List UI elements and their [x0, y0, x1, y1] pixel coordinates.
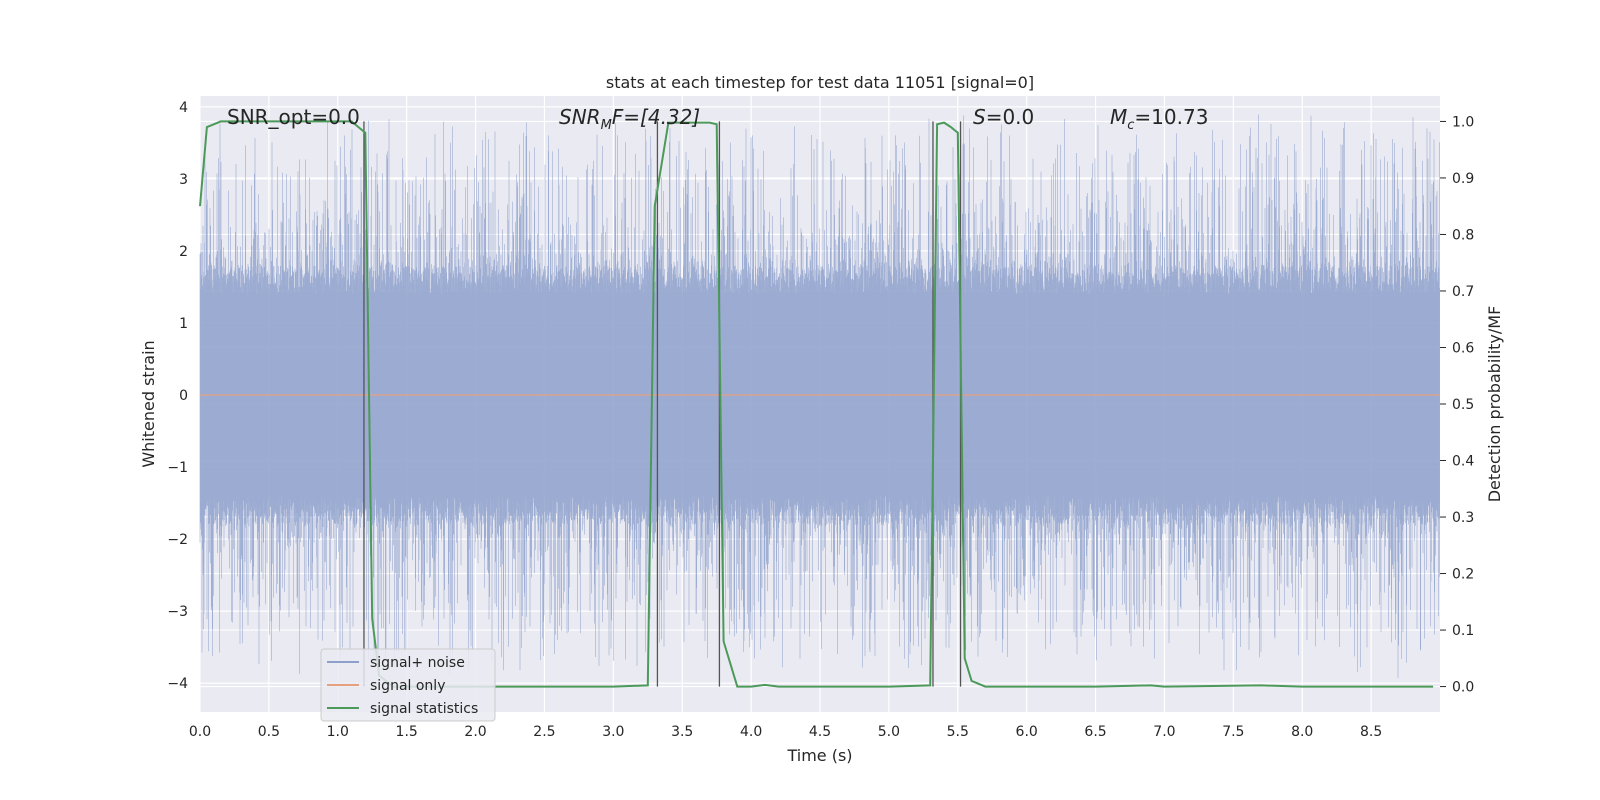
annotation-mc-base: M	[1110, 105, 1127, 129]
y2-axis-ticks: 1.0 0.9 0.8 0.7 0.6 0.5 0.4 0.3 0.2 0.1 0.0	[1440, 114, 1474, 696]
x-tick-label: 2.5	[533, 724, 555, 740]
annotation-snr-opt: SNR_opt=0.0	[227, 105, 360, 129]
y-tick-label: 1	[179, 316, 188, 332]
x-tick-label: 2.0	[464, 724, 486, 740]
noise-trace	[199, 114, 1440, 678]
y2-tick-label: 0.7	[1452, 284, 1474, 300]
y2-tick-label: 0.1	[1452, 623, 1474, 639]
x-tick-label: 6.5	[1084, 724, 1106, 740]
y2-tick-label: 1.0	[1452, 114, 1474, 130]
annotation-snr-mf-sub: M	[601, 118, 612, 133]
y-tick-label: 2	[179, 244, 188, 260]
noise-series	[199, 114, 1440, 678]
y-tick-label: −1	[167, 460, 188, 476]
x-tick-label: 3.5	[671, 724, 693, 740]
x-axis-label: Time (s)	[786, 746, 852, 765]
y2-tick-label: 0.9	[1452, 171, 1474, 187]
y2-tick-label: 0.8	[1452, 227, 1474, 243]
y2-tick-label: 0.4	[1452, 454, 1474, 470]
y-tick-label: −2	[167, 532, 188, 548]
y2-tick-label: 0.2	[1452, 567, 1474, 583]
annotation-s-rest: =0.0	[986, 105, 1035, 129]
legend-box	[320, 648, 496, 722]
y-tick-label: −3	[167, 604, 188, 620]
annotation-snr-mf-base: SNR	[559, 105, 601, 129]
x-tick-label: 4.0	[740, 724, 762, 740]
x-tick-label: 1.5	[396, 724, 418, 740]
legend-label-noise: signal+ noise	[370, 655, 465, 671]
annotation-snr-mf: SNRMF=[4.32]	[559, 105, 700, 133]
y2-tick-label: 0.0	[1452, 680, 1474, 696]
chart-title: stats at each timestep for test data 110…	[606, 73, 1034, 92]
y2-tick-label: 0.3	[1452, 510, 1474, 526]
x-tick-label: 0.0	[189, 724, 211, 740]
legend-label-signal: signal only	[370, 678, 445, 694]
x-tick-label: 4.5	[809, 724, 831, 740]
x-tick-label: 3.0	[602, 724, 624, 740]
annotation-s-italic: S	[973, 105, 986, 129]
x-tick-label: 5.0	[878, 724, 900, 740]
annotation-mc-sub: c	[1127, 118, 1134, 133]
y-tick-label: 4	[179, 100, 188, 116]
x-tick-label: 6.0	[1016, 724, 1038, 740]
y-tick-label: 3	[179, 172, 188, 188]
y2-axis-label: Detection probability/MF	[1485, 306, 1504, 503]
x-axis-ticks: 0.0 0.5 1.0 1.5 2.0 2.5 3.0 3.5 4.0 4.5 5.0 5.5 6.0 6…	[189, 724, 1382, 740]
x-tick-label: 0.5	[258, 724, 280, 740]
y2-tick-label: 0.5	[1452, 397, 1474, 413]
x-tick-label: 8.0	[1291, 724, 1313, 740]
y-tick-label: −4	[167, 676, 188, 692]
y-tick-label: 0	[179, 388, 188, 404]
y-axis-ticks: 4 3 2 1 0 −1 −2 −3 −4	[167, 100, 188, 692]
x-tick-label: 7.0	[1153, 724, 1175, 740]
signal-statistics-line	[199, 120, 1434, 688]
annotation-mc-rest: =10.73	[1134, 105, 1208, 129]
annotation-s: S=0.0	[973, 105, 1034, 129]
y-axis-label: Whitened strain	[139, 340, 158, 467]
annotation-snr-mf-rest: F=[4.32]	[612, 105, 700, 129]
y2-tick-label: 0.6	[1452, 340, 1474, 356]
legend-label-stats: signal statistics	[370, 701, 478, 717]
x-tick-label: 1.0	[327, 724, 349, 740]
x-tick-label: 5.5	[947, 724, 969, 740]
annotation-mc: Mc=10.73	[1110, 105, 1208, 133]
x-tick-label: 8.5	[1360, 724, 1382, 740]
x-tick-label: 7.5	[1222, 724, 1244, 740]
legend: signal+ noise signal only signal statist…	[320, 648, 496, 722]
